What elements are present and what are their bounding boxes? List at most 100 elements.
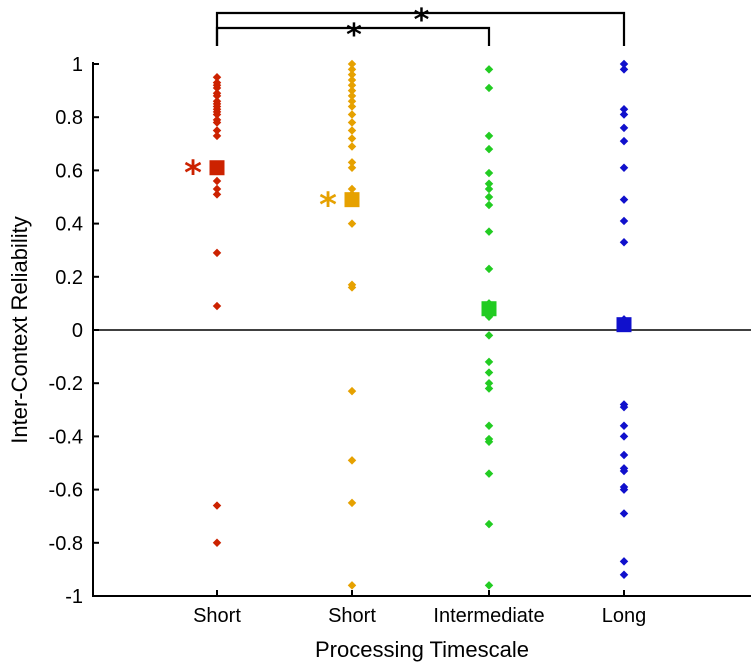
data-point (619, 421, 629, 431)
data-point (212, 538, 222, 548)
data-point (212, 184, 222, 194)
data-point (212, 126, 222, 135)
data-point (619, 466, 629, 476)
data-point (619, 509, 629, 518)
data-point (484, 192, 494, 202)
data-point (484, 384, 494, 393)
data-point (212, 83, 222, 93)
data-point (484, 378, 494, 388)
data-point (347, 59, 357, 69)
significance-bracket (215, 11, 626, 46)
data-point (347, 158, 357, 167)
y-tick-label: 0.8 (55, 107, 83, 129)
data-point (619, 163, 629, 172)
data-point (347, 75, 357, 85)
data-point (347, 65, 357, 74)
data-point (347, 283, 357, 292)
data-point (212, 110, 222, 119)
mean-marker (209, 160, 225, 176)
data-point (484, 331, 494, 340)
mean-significance-star: * (184, 154, 202, 194)
data-point (484, 168, 494, 178)
data-point (347, 110, 357, 119)
data-point (347, 91, 357, 101)
data-point (347, 86, 357, 95)
data-point (347, 142, 357, 151)
data-point (484, 144, 494, 154)
data-point (484, 184, 494, 194)
x-tick-label: Short (193, 605, 241, 627)
data-point (212, 176, 222, 186)
data-point (212, 501, 222, 510)
y-tick-label: -0.2 (49, 373, 83, 395)
data-point (212, 131, 222, 141)
y-tick-label: -0.4 (49, 426, 83, 448)
data-point (212, 91, 222, 101)
data-point (347, 118, 357, 127)
data-point (619, 216, 629, 226)
y-tick-label: -1 (65, 586, 83, 608)
data-point (347, 134, 357, 143)
data-point (619, 557, 629, 566)
data-point (484, 519, 494, 529)
x-tick-label: Intermediate (433, 605, 544, 627)
data-point (347, 386, 357, 396)
y-tick-label: 0.2 (55, 267, 83, 289)
data-point (212, 301, 222, 311)
y-tick-label: -0.6 (49, 480, 83, 502)
data-point (619, 65, 629, 74)
significance-bracket-star: * (346, 18, 362, 53)
data-point (619, 432, 629, 441)
data-point (484, 179, 494, 188)
data-point (484, 437, 494, 446)
data-point (484, 65, 494, 74)
data-point (347, 126, 357, 135)
data-point (212, 248, 222, 258)
data-point (347, 81, 357, 90)
y-tick-label: -0.8 (49, 533, 83, 555)
data-point (347, 219, 357, 228)
data-point (484, 421, 494, 431)
data-point (619, 123, 629, 133)
data-point (347, 70, 357, 79)
data-point (484, 581, 494, 590)
data-point (484, 227, 494, 236)
data-point (347, 456, 357, 465)
data-point (484, 264, 494, 274)
mean-marker (616, 317, 632, 333)
data-point (619, 237, 629, 247)
data-point (347, 498, 357, 508)
data-point (484, 357, 494, 367)
x-tick-label: Short (328, 605, 376, 627)
mean-marker (481, 301, 497, 317)
data-point (212, 190, 222, 199)
data-point (347, 581, 357, 590)
data-point (619, 110, 629, 119)
data-point (484, 83, 494, 93)
data-point (484, 200, 494, 210)
mean-significance-star: * (319, 186, 337, 226)
data-point (212, 118, 222, 127)
y-tick-label: 0.6 (55, 160, 83, 182)
data-point (619, 570, 629, 579)
data-point (347, 102, 357, 111)
data-point (619, 450, 629, 460)
data-point (619, 136, 629, 146)
data-point (619, 485, 629, 494)
data-point (619, 402, 629, 412)
data-point (484, 368, 494, 377)
y-tick-label: 0 (72, 320, 83, 342)
y-axis-title: Inter-Context Reliability (7, 216, 32, 443)
mean-marker (344, 192, 360, 208)
data-point (484, 469, 494, 478)
significance-bracket-star: * (414, 3, 430, 38)
data-point (484, 131, 494, 141)
data-point (619, 195, 629, 204)
y-tick-label: 0.4 (55, 214, 83, 236)
data-point (347, 184, 357, 194)
y-tick-label: 1 (72, 54, 83, 76)
data-point (212, 73, 222, 82)
x-tick-label: Long (602, 605, 647, 627)
